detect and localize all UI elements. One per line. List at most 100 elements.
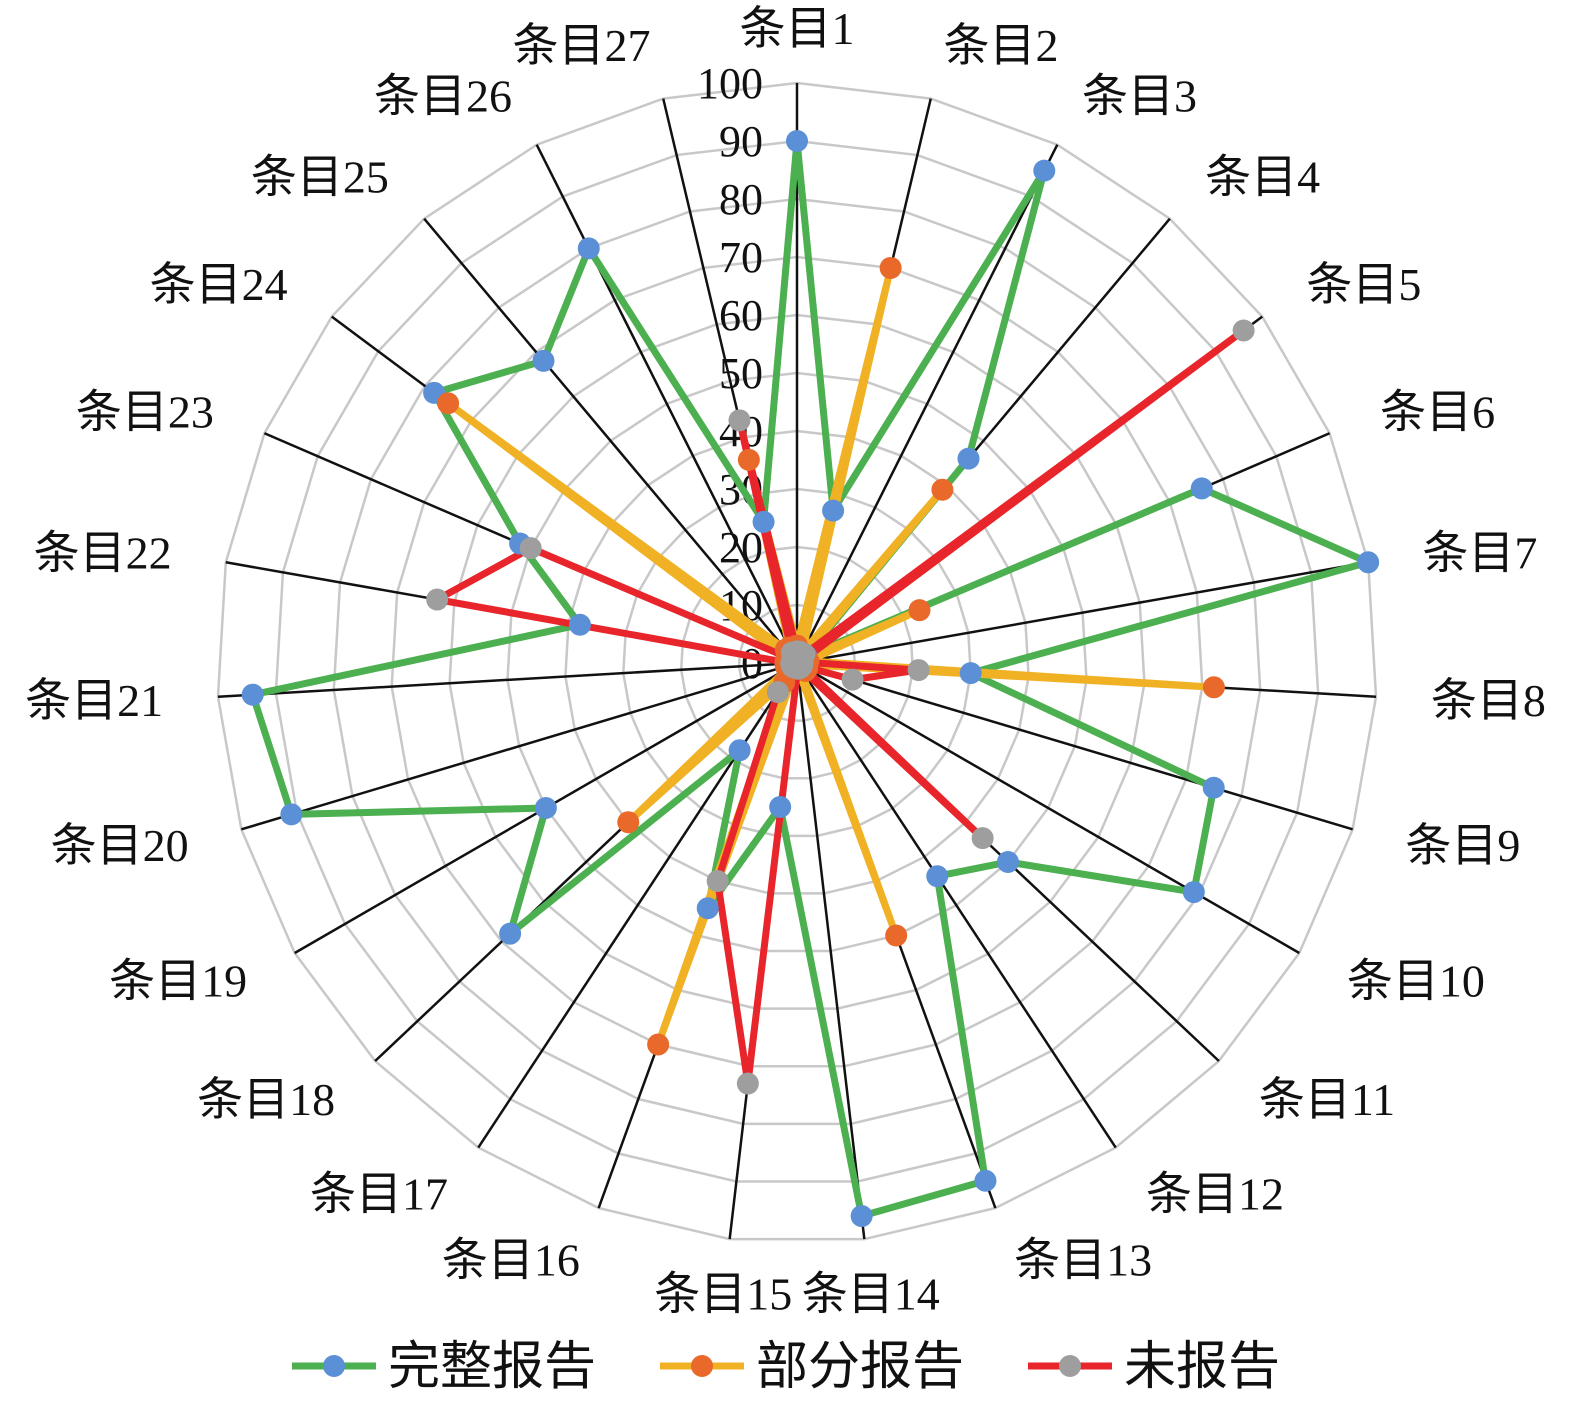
radial-tick-label: 100 [697,59,763,108]
spoke-20 [241,661,798,831]
data-point [728,409,751,432]
spoke-25 [423,217,798,664]
radial-tick-label: 60 [719,291,763,340]
category-label: 条目19 [109,956,247,1007]
category-label: 条目15 [654,1269,792,1320]
data-point [1190,477,1213,500]
data-point [1033,159,1056,182]
data-point [577,237,600,260]
radial-tick-label: 50 [719,349,763,398]
category-label: 条目2 [943,20,1058,71]
data-point [534,797,557,819]
data-point [769,796,792,819]
radial-tick-label: 80 [719,175,763,224]
spoke-7 [796,561,1369,665]
category-label: 条目26 [374,71,512,122]
category-label: 条目27 [513,20,651,71]
data-point [1182,881,1205,904]
category-label: 条目20 [51,820,189,871]
data-point [706,870,729,893]
grid-ring-80 [332,197,1262,1126]
category-label: 条目8 [1431,675,1546,726]
legend-swatch-marker [1059,1355,1081,1377]
category-label: 条目1 [740,3,855,54]
series-line-3 [433,327,1248,1088]
data-point [499,922,522,945]
data-point [766,681,789,704]
category-label: 条目4 [1205,152,1320,203]
spoke-3 [795,144,1059,664]
grid-ring-70 [390,255,1204,1068]
data-point [568,613,591,636]
series-layer [241,130,1380,1228]
category-label: 条目18 [197,1074,335,1125]
grid-ring-90 [274,139,1320,1183]
spoke-26 [535,144,799,664]
data-point [971,827,994,850]
data-point [885,924,908,947]
data-point [1357,551,1380,574]
radial-tick-label: 20 [719,523,763,572]
data-point [974,1169,997,1192]
data-point [1202,776,1225,799]
category-label: 条目13 [1014,1235,1152,1286]
data-point [959,662,982,685]
spoke-12 [795,662,1117,1149]
spoke-9 [796,661,1353,831]
category-label: 条目10 [1347,956,1485,1007]
data-point [780,641,803,664]
grid-layer [216,81,1378,1241]
data-point [519,537,542,560]
data-point [1232,319,1255,342]
grid-ring-60 [448,313,1146,1010]
data-point [786,130,808,152]
series-line-1 [249,137,1372,1220]
grid-ring-20 [679,545,915,780]
data-point [996,851,1019,874]
category-label: 条目25 [251,152,389,203]
legend-label: 部分报告 [756,1339,964,1396]
data-point [647,1033,670,1056]
spoke-14 [795,662,866,1240]
legend: 完整报告 部分报告 未报告 [292,1339,1280,1396]
data-point [696,897,719,920]
category-label: 条目11 [1259,1074,1395,1125]
data-point [957,447,980,470]
data-point [737,448,760,471]
data-point [280,803,303,826]
legend-swatch-marker [323,1355,345,1377]
legend-label: 完整报告 [388,1339,596,1396]
grid-ring-30 [622,487,972,838]
data-point [1202,676,1225,699]
data-point [850,1205,873,1228]
category-label: 条目17 [310,1169,448,1220]
radial-tick-label: 0 [741,639,763,688]
data-point [426,588,449,611]
category-label: 条目3 [1082,71,1197,122]
legend-label: 未报告 [1124,1339,1280,1396]
data-point [841,668,864,691]
data-point [822,499,845,522]
radial-tick-label: 70 [719,233,763,282]
data-point [437,392,460,415]
category-label: 条目12 [1146,1169,1284,1220]
grid-ring-10 [737,603,857,722]
data-point [728,739,751,762]
data-point [926,865,949,888]
spoke-10 [796,661,1300,955]
category-label: 条目16 [442,1235,580,1286]
data-point [907,659,930,682]
category-label: 条目5 [1306,259,1421,310]
data-point [241,683,264,706]
data-point [736,1072,759,1095]
data-point [931,478,954,501]
category-label: 条目14 [802,1269,940,1320]
spoke-21 [217,661,798,698]
radial-tick-label: 90 [719,117,763,166]
grid-ring-100 [216,81,1378,1241]
category-label: 条目21 [25,675,163,726]
data-point [617,811,640,834]
